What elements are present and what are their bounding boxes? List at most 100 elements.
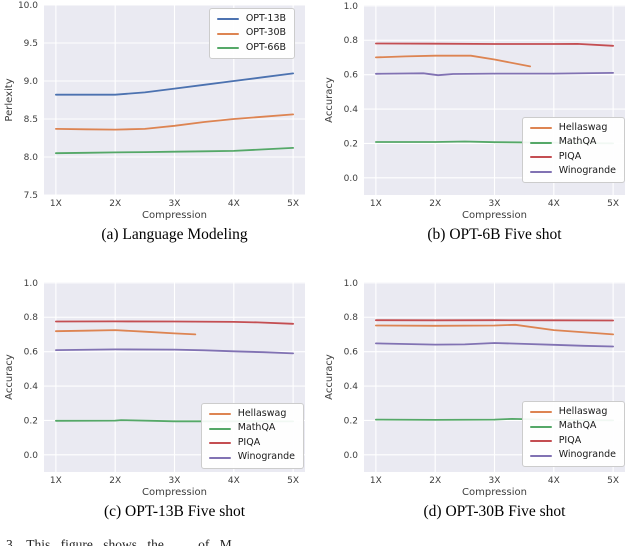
legend-entry-Hellaswag: Hellaswag (209, 409, 295, 419)
y-tick-label: 0.6 (344, 71, 359, 81)
y-tick-label: 10.0 (18, 1, 38, 11)
legend-label: Winogrande (559, 450, 616, 460)
subcaption-c: (c) OPT-13B Five shot (44, 503, 305, 521)
legend-label: Hellaswag (559, 123, 608, 133)
x-tick-label: 5X (607, 199, 619, 209)
x-tick-label: 2X (109, 199, 121, 209)
legend-b: Hellaswag MathQA PIQA Winogrande (522, 117, 625, 183)
x-tick-label: 5X (607, 476, 619, 486)
y-tick-label: 8.0 (24, 153, 39, 163)
legend-entry-MathQA: MathQA (209, 423, 295, 433)
legend-entry-Hellaswag: Hellaswag (530, 407, 616, 417)
legend-line-sample-icon (530, 127, 552, 129)
x-tick-label: 4X (228, 199, 240, 209)
legend-line-sample-icon (530, 156, 552, 158)
legend-entry-PIQA: PIQA (530, 152, 616, 162)
subcaption-a: (a) Language Modeling (44, 226, 305, 244)
legend-line-sample-icon (209, 442, 231, 444)
subcaption-b: (b) OPT-6B Five shot (364, 226, 625, 244)
y-tick-label: 9.5 (24, 39, 38, 49)
x-tick-label: 3X (489, 476, 501, 486)
x-tick-label: 2X (429, 199, 441, 209)
legend-line-sample-icon (530, 455, 552, 457)
legend-line-sample-icon (209, 428, 231, 430)
y-tick-label: 0.4 (24, 382, 39, 392)
legend-label: MathQA (559, 137, 597, 147)
y-tick-label: 1.0 (24, 279, 39, 289)
legend-line-sample-icon (217, 18, 239, 20)
legend-label: PIQA (559, 152, 582, 162)
legend-entry-OPT-66B: OPT-66B (217, 43, 286, 53)
legend-label: MathQA (559, 421, 597, 431)
legend-label: OPT-66B (246, 43, 286, 53)
y-tick-label: 0.6 (24, 348, 39, 358)
figure-a-language-modeling: 1X 2X 3X 4X 5X 7.5 8.0 8.5 9.0 9.5 10.0 Compression… (0, 0, 320, 270)
legend-entry-OPT-30B: OPT-30B (217, 28, 286, 38)
y-tick-label: 0.8 (24, 313, 39, 323)
y-tick-label: 0.0 (344, 174, 359, 184)
y-tick-label: 0.2 (24, 416, 38, 426)
x-axis-label: Compression (142, 210, 207, 220)
legend-label: PIQA (559, 436, 582, 446)
legend-line-sample-icon (217, 47, 239, 49)
y-tick-label: 0.4 (344, 382, 359, 392)
x-tick-label: 2X (429, 476, 441, 486)
y-tick-label: 0.0 (24, 451, 39, 461)
y-tick-label: 9.0 (24, 77, 39, 87)
x-tick-label: 3X (169, 199, 181, 209)
legend-label: MathQA (238, 423, 276, 433)
subcaption-d: (d) OPT-30B Five shot (364, 503, 625, 521)
legend-label: PIQA (238, 438, 261, 448)
x-tick-label: 1X (370, 476, 382, 486)
y-tick-label: 7.5 (24, 191, 38, 201)
legend-line-sample-icon (209, 457, 231, 459)
legend-label: Winogrande (238, 452, 295, 462)
x-axis-label: Compression (142, 487, 207, 497)
x-tick-label: 3X (489, 199, 501, 209)
legend-d: Hellaswag MathQA PIQA Winogrande (522, 401, 625, 467)
x-tick-label: 4X (548, 199, 560, 209)
y-tick-label: 0.8 (344, 313, 359, 323)
y-tick-label: 0.6 (344, 348, 359, 358)
legend-entry-OPT-13B: OPT-13B (217, 14, 286, 24)
legend-line-sample-icon (530, 411, 552, 413)
legend-entry-Winogrande: Winogrande (209, 452, 295, 462)
y-tick-label: 8.5 (24, 115, 38, 125)
clipped-figure-caption: 3. This figure shows the … of M… … … … (6, 537, 636, 546)
x-tick-label: 1X (50, 199, 62, 209)
y-tick-label: 0.8 (344, 36, 359, 46)
x-tick-label: 4X (548, 476, 560, 486)
y-axis-label: Accuracy (4, 354, 15, 400)
legend-label: OPT-30B (246, 28, 286, 38)
legend-label: Hellaswag (238, 409, 287, 419)
y-tick-label: 0.2 (344, 139, 358, 149)
legend-entry-Winogrande: Winogrande (530, 166, 616, 176)
y-tick-label: 0.0 (344, 451, 359, 461)
legend-label: Winogrande (559, 166, 616, 176)
y-tick-label: 1.0 (344, 279, 359, 289)
x-tick-label: 4X (228, 476, 240, 486)
legend-c: Hellaswag MathQA PIQA Winogrande (201, 403, 304, 469)
x-tick-label: 5X (287, 199, 299, 209)
legend-line-sample-icon (530, 426, 552, 428)
legend-entry-Winogrande: Winogrande (530, 450, 616, 460)
y-axis-label: Accuracy (324, 77, 335, 123)
x-axis-label: Compression (462, 487, 527, 497)
legend-a: OPT-13B OPT-30B OPT-66B (209, 8, 295, 59)
legend-entry-Hellaswag: Hellaswag (530, 123, 616, 133)
legend-line-sample-icon (209, 413, 231, 415)
legend-line-sample-icon (530, 171, 552, 173)
x-tick-label: 1X (50, 476, 62, 486)
legend-entry-PIQA: PIQA (209, 438, 295, 448)
y-tick-label: 1.0 (344, 2, 359, 12)
x-tick-label: 1X (370, 199, 382, 209)
legend-line-sample-icon (217, 33, 239, 35)
y-axis-label: Accuracy (324, 354, 335, 400)
legend-label: OPT-13B (246, 14, 286, 24)
legend-entry-MathQA: MathQA (530, 137, 616, 147)
y-axis-label: Perlexity (4, 78, 15, 121)
